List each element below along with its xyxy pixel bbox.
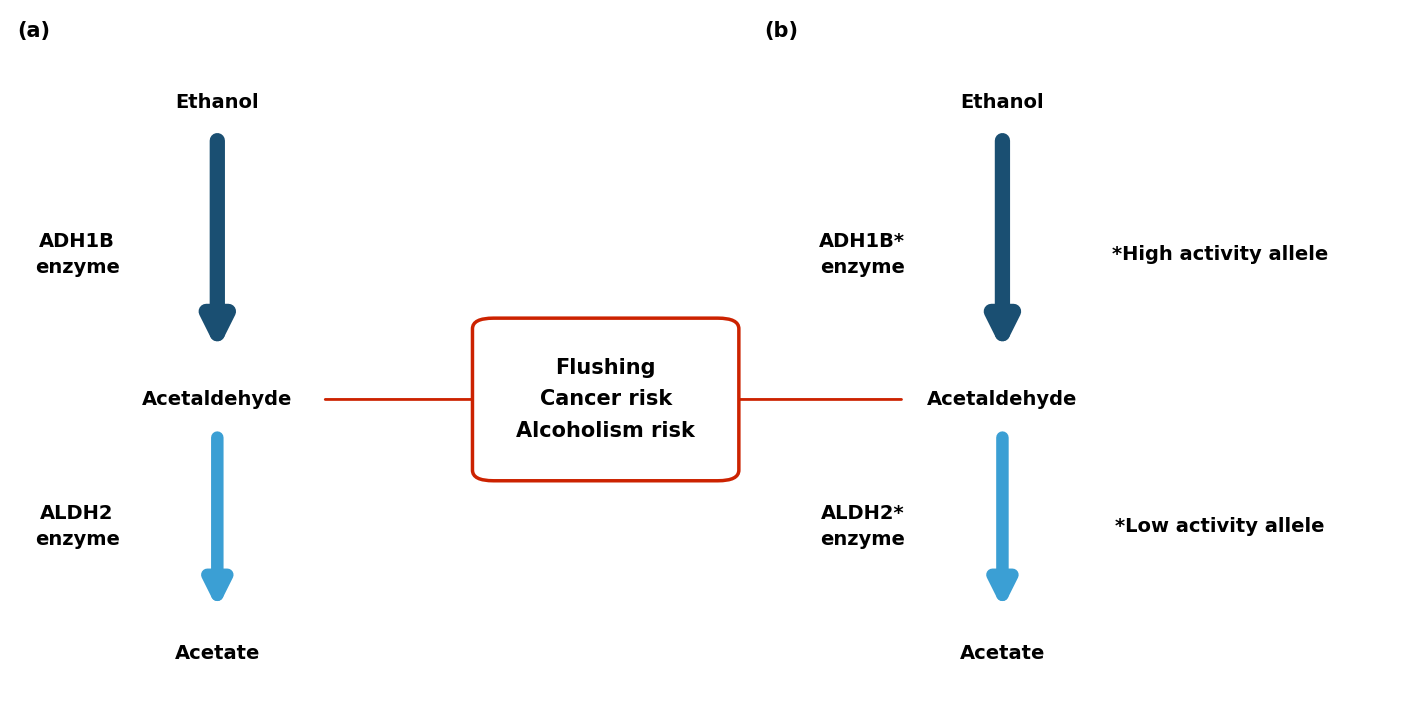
Text: *Low activity allele: *Low activity allele [1115,518,1325,536]
Text: ADH1B*
enzyme: ADH1B* enzyme [819,232,906,277]
Text: ALDH2
enzyme: ALDH2 enzyme [35,504,119,549]
Text: ADH1B
enzyme: ADH1B enzyme [35,232,119,277]
Text: Ethanol: Ethanol [960,93,1044,112]
Text: (a): (a) [17,21,50,41]
Text: (b): (b) [764,21,798,41]
Text: Ethanol: Ethanol [175,93,259,112]
FancyBboxPatch shape [472,318,739,481]
Text: ALDH2*
enzyme: ALDH2* enzyme [820,504,904,549]
Text: Acetaldehyde: Acetaldehyde [142,390,293,409]
Text: Acetaldehyde: Acetaldehyde [927,390,1078,409]
Text: Acetate: Acetate [175,645,259,663]
Text: *High activity allele: *High activity allele [1112,245,1328,264]
Text: Flushing
Cancer risk
Alcoholism risk: Flushing Cancer risk Alcoholism risk [516,358,695,440]
Text: Acetate: Acetate [960,645,1044,663]
